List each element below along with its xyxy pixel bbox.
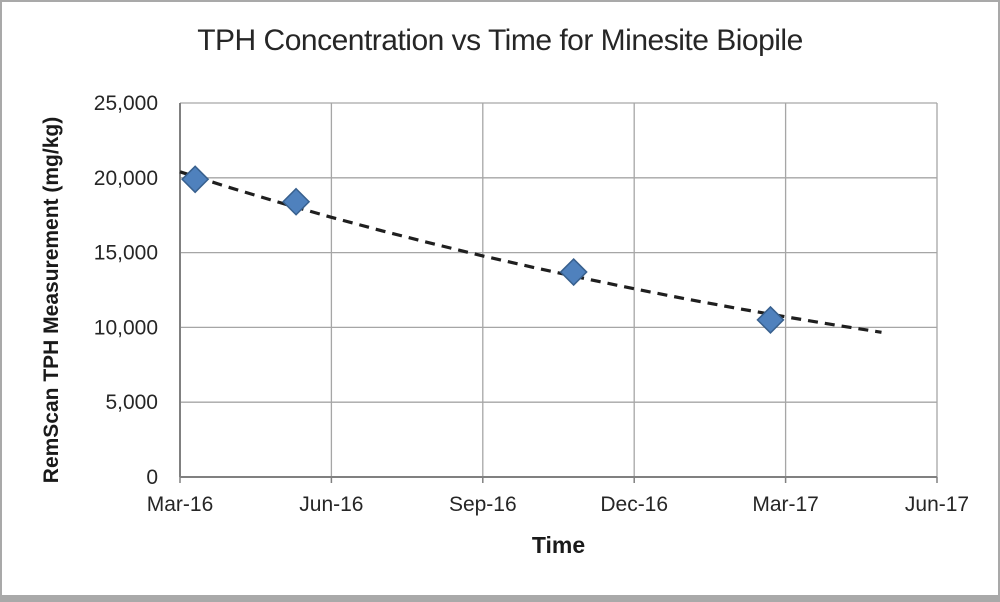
y-tick-label: 20,000 (94, 167, 158, 190)
x-tick-label: Sep-16 (449, 493, 517, 516)
x-tick-label: Jun-17 (905, 493, 969, 516)
x-tick-label: Dec-16 (600, 493, 668, 516)
y-tick-label: 0 (146, 466, 158, 489)
y-tick-label: 5,000 (105, 391, 158, 414)
y-tick-label: 10,000 (94, 316, 158, 339)
x-tick-label: Mar-16 (147, 493, 214, 516)
x-tick-label: Mar-17 (752, 493, 819, 516)
chart-title: TPH Concentration vs Time for Minesite B… (197, 24, 803, 57)
y-tick-label: 25,000 (94, 92, 158, 115)
y-tick-label: 15,000 (94, 242, 158, 265)
x-tick-label: Jun-16 (299, 493, 363, 516)
x-axis-title: Time (531, 532, 586, 558)
data-point-marker (559, 257, 588, 287)
data-point-marker (181, 165, 210, 194)
data-point-marker (282, 187, 311, 216)
data-point-marker (756, 305, 785, 334)
